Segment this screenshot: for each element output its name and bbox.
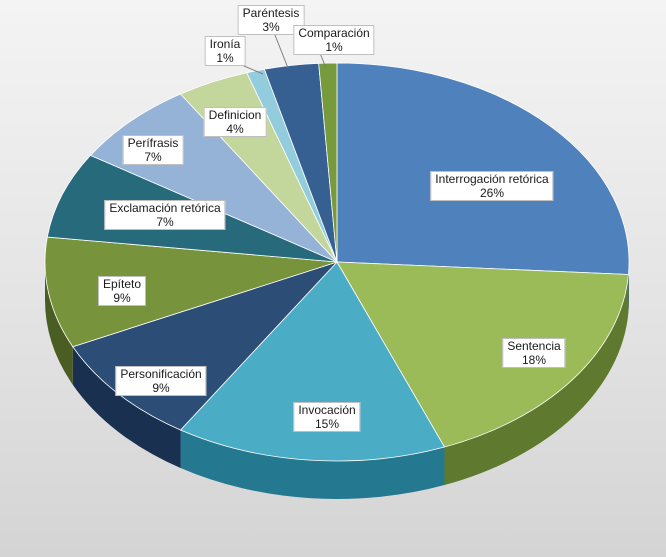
- slice-percent: 4%: [226, 122, 244, 136]
- slice-name: Perífrasis: [127, 136, 179, 150]
- data-label-ironia: Ironía 1%: [204, 36, 246, 66]
- pie-slice-sentencia: [336, 261, 629, 448]
- pie-side-invocacion: [180, 430, 445, 499]
- slice-name: Interrogación retórica: [435, 172, 549, 186]
- slice-name: Comparación: [298, 26, 370, 40]
- data-label-invocacion: Invocación 15%: [293, 402, 361, 432]
- pie-slice-comparacion: [318, 62, 338, 263]
- slice-name: Exclamación retórica: [109, 201, 221, 215]
- data-label-epiteto: Epíteto 9%: [97, 276, 147, 306]
- slice-name: Personificación: [120, 367, 202, 381]
- pie-slice-invocacion: [179, 261, 446, 462]
- data-label-perifrasis: Perífrasis 7%: [122, 135, 184, 165]
- slice-percent: 9%: [113, 291, 131, 305]
- slice-name: Invocación: [298, 403, 356, 417]
- slice-percent: 7%: [156, 215, 174, 229]
- slice-name: Paréntesis: [242, 6, 300, 20]
- pie-side-sentencia: [444, 274, 629, 486]
- data-label-sentencia: Sentencia 18%: [502, 338, 566, 368]
- pie-slice-epiteto: [44, 236, 338, 348]
- slice-name: Epíteto: [102, 277, 142, 291]
- slice-name: Sentencia: [507, 339, 561, 353]
- slice-percent: 18%: [521, 353, 547, 367]
- slice-percent: 7%: [144, 150, 162, 164]
- slice-percent: 15%: [314, 417, 340, 431]
- data-label-comparacion: Comparación 1%: [293, 25, 375, 55]
- data-label-parentesis: Paréntesis 3%: [237, 5, 305, 35]
- data-label-exclamacion-retorica: Exclamación retórica 7%: [104, 200, 226, 230]
- slice-percent: 1%: [325, 40, 343, 54]
- slice-name: Definicion: [208, 108, 262, 122]
- slice-percent: 26%: [479, 186, 505, 200]
- slice-percent: 9%: [152, 381, 170, 395]
- data-label-interrogacion-retorica: Interrogación retórica 26%: [430, 171, 554, 201]
- data-label-personificacion: Personificación 9%: [115, 366, 207, 396]
- pie-side-personificacion: [72, 346, 181, 469]
- slice-name: Ironía: [209, 37, 241, 51]
- slice-percent: 3%: [262, 20, 280, 34]
- pie-slice-interrogacion-retorica: [336, 62, 630, 275]
- slice-percent: 1%: [216, 51, 234, 65]
- data-label-definicion: Definicion 4%: [203, 107, 267, 137]
- leader-line-parentesis: [272, 29, 289, 69]
